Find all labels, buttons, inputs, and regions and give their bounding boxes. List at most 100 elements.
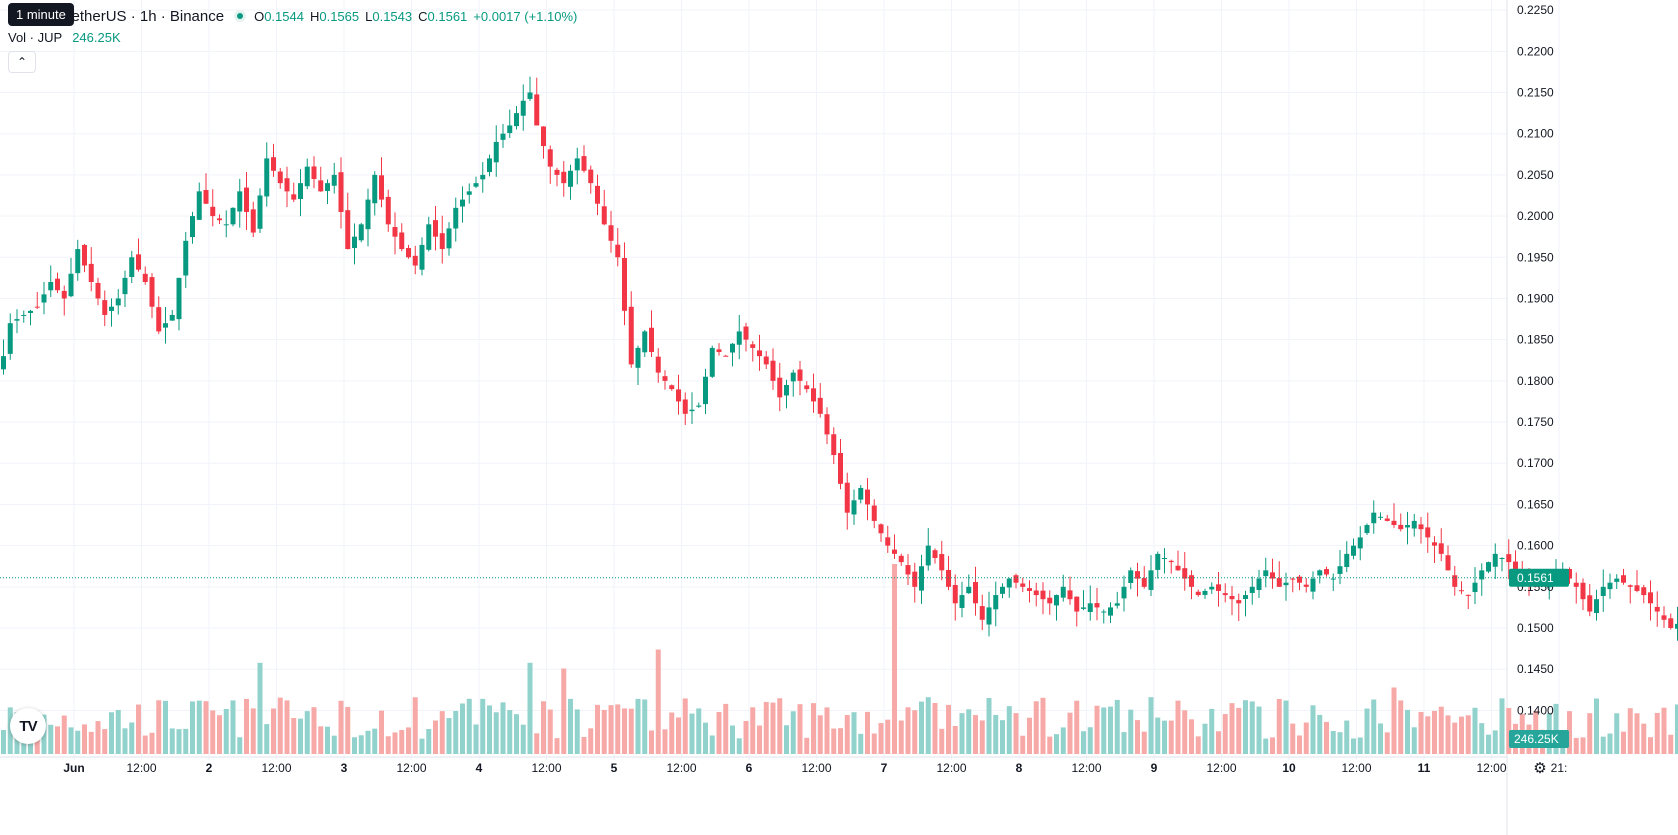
volume-bar [824, 707, 830, 754]
volume-bar [1553, 703, 1559, 754]
candle-body [304, 166, 310, 187]
time-tick-label: Jun [63, 761, 84, 775]
time-tick-label: 4 [476, 761, 483, 775]
candle-body [1614, 578, 1620, 582]
candle-body [676, 389, 681, 402]
candle-body [797, 369, 803, 381]
price-tick-label: 0.1650 [1517, 497, 1554, 511]
volume-bar [1621, 731, 1626, 754]
candle-body [500, 133, 506, 140]
legend-row: TetherUS · 1h · Binance O0.1544 H0.1565 … [8, 6, 577, 26]
price-axis[interactable]: 0.2250 0.2200 0.2150 0.2100 0.2050 0.2000 0.19… [1517, 3, 1554, 717]
candlesticks [1, 76, 1678, 641]
volume-bar [676, 717, 681, 754]
tradingview-logo-icon[interactable]: TV [10, 708, 46, 744]
time-tick-label: 12:00 [1476, 761, 1506, 775]
candle-body [1594, 599, 1599, 614]
volume-bar [1135, 720, 1140, 754]
volume-bar [291, 718, 297, 754]
candle-body [973, 582, 978, 604]
volume-bar [365, 730, 371, 754]
price-tick-label: 0.2250 [1517, 3, 1554, 17]
volume-bar [122, 728, 128, 754]
volume-bar [1607, 733, 1613, 754]
volume-bar [1216, 731, 1221, 754]
candle-body [1047, 597, 1053, 604]
collapse-legend-button[interactable]: ⌃ [8, 51, 36, 73]
volume-bar [925, 697, 931, 754]
volume-bars [1, 564, 1678, 754]
volume-bar [1661, 707, 1667, 754]
candle-body [75, 249, 81, 274]
volume-bar [1634, 713, 1640, 754]
price-tick-label: 0.1700 [1517, 456, 1554, 470]
candle-body [1054, 595, 1059, 606]
time-tick-label: 12:00 [1071, 761, 1101, 775]
candle-body [1128, 570, 1134, 583]
candle-body [345, 210, 351, 250]
market-status-icon[interactable] [234, 10, 247, 22]
candle-body [284, 178, 290, 192]
volume-bar [723, 703, 729, 754]
volume-bar [939, 728, 945, 754]
volume-bar [230, 700, 236, 754]
candle-body [1060, 586, 1066, 598]
candle-body [959, 595, 965, 608]
volume-bar [500, 702, 506, 754]
settings-icon[interactable]: ⚙ [1533, 760, 1547, 777]
volume-bar [1506, 708, 1512, 754]
volume-bar [1000, 720, 1005, 754]
last-price-tag: 0.1561 [1509, 568, 1569, 587]
volume-bar [61, 715, 67, 754]
candle-body [966, 586, 972, 594]
volume-bar [1155, 717, 1161, 754]
volume-bar [129, 722, 135, 754]
candle-body [419, 244, 425, 270]
volume-bar [68, 727, 74, 754]
volume-bar [1418, 711, 1424, 754]
candle-body [1330, 578, 1336, 580]
candle-body [1506, 554, 1512, 563]
candle-body [581, 156, 587, 171]
symbol-title[interactable]: TetherUS · 1h · Binance [64, 7, 225, 25]
candle-body [1661, 615, 1667, 620]
volume-bar [1094, 705, 1100, 754]
candle-body [1486, 562, 1491, 572]
candle-body [655, 356, 661, 373]
volume-bar [1317, 714, 1323, 754]
candle-body [1337, 566, 1343, 574]
volume-bar [41, 714, 47, 754]
volume-bar [169, 728, 175, 754]
volume-bar [898, 720, 904, 754]
ohlc-open: O0.1544 [254, 8, 304, 24]
volume-bar [1270, 737, 1275, 754]
candle-body [898, 555, 904, 563]
volume-bar [1243, 700, 1248, 754]
candle-body [838, 452, 843, 484]
volume-bar [48, 724, 54, 754]
candle-body [1351, 545, 1356, 556]
volume-bar [966, 709, 972, 754]
price-change: +0.0017 (+1.10%) [473, 8, 578, 24]
volume-bar [284, 700, 290, 754]
candle-body [1384, 518, 1390, 521]
volume-bar [244, 698, 249, 754]
candle-body [1438, 543, 1444, 554]
candle-body [750, 344, 756, 348]
volume-bar [298, 718, 303, 754]
candle-body [1654, 606, 1660, 612]
candle-body [82, 244, 87, 266]
candle-body [507, 125, 513, 134]
candle-body [358, 224, 364, 241]
volume-bar [1648, 737, 1653, 754]
volume-bar [95, 721, 101, 754]
candle-body [1634, 585, 1640, 591]
volume-bar [392, 732, 398, 754]
candle-body [48, 281, 54, 291]
volume-bar [736, 738, 742, 754]
volume-bar [561, 668, 567, 754]
candle-body [1256, 578, 1262, 590]
time-axis[interactable]: Jun 12:00 2 12:00 3 12:00 4 12:00 5 12:00 6 12:00 7 1… [63, 761, 1567, 775]
candle-body [541, 126, 546, 147]
